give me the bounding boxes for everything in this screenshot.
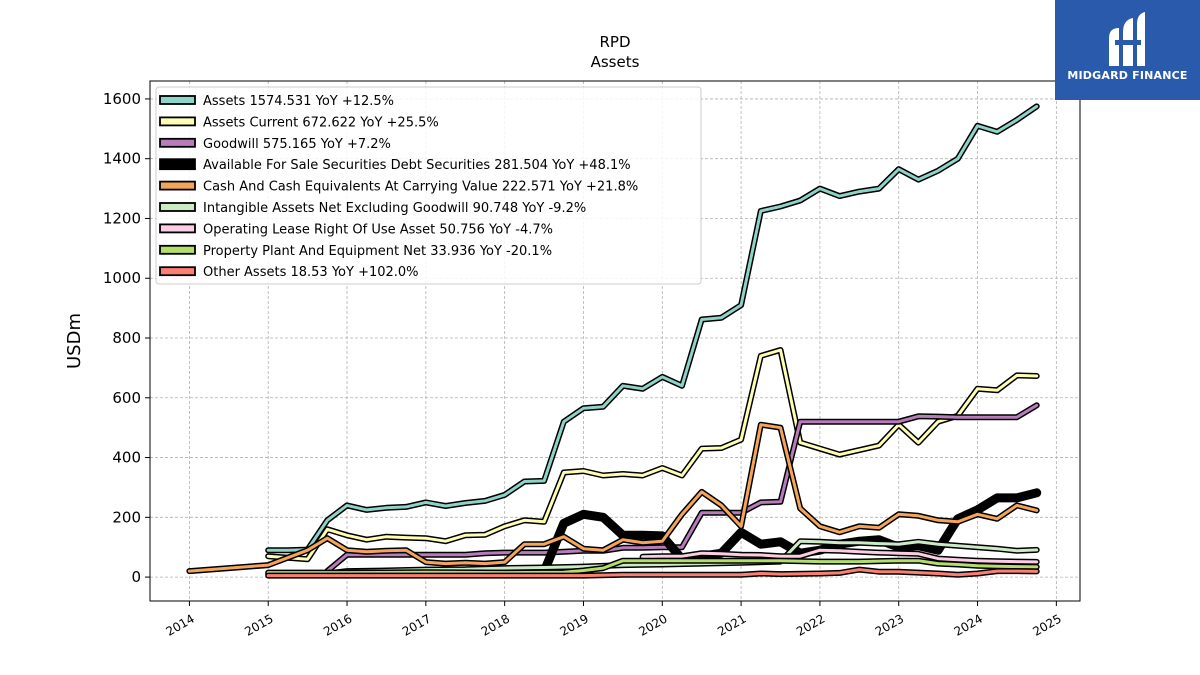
series-line-fill [641, 548, 1039, 564]
series-line-fill [266, 568, 1039, 578]
x-tick-label: 2020 [636, 611, 669, 638]
plot-frame [149, 80, 1081, 602]
legend-swatch [159, 116, 196, 127]
chart-subtitle: Assets [591, 53, 640, 71]
y-tick-label: 1000 [103, 269, 141, 287]
legend-swatch [159, 95, 196, 105]
series-line [500, 488, 1042, 577]
series-line [639, 547, 1040, 565]
legend-swatch [159, 158, 196, 171]
legend-box [155, 86, 702, 285]
series-line-fill [266, 559, 1039, 575]
legend-label: Assets 1574.531 YoY +12.5% [203, 94, 394, 109]
series-line [265, 557, 1040, 576]
series-line-fill [501, 489, 1040, 575]
legend-label: Operating Lease Right Of Use Asset 50.75… [203, 222, 553, 237]
x-tick-label: 2023 [873, 611, 906, 638]
legend-swatch [159, 223, 196, 234]
x-tick-label: 2021 [715, 611, 748, 638]
legend-label: Cash And Cash Equivalents At Carrying Va… [203, 180, 638, 195]
legend-label: Other Assets 18.53 YoY +102.0% [203, 265, 419, 280]
series-line [186, 421, 1040, 575]
x-tick-label: 2018 [479, 611, 512, 638]
series-line [265, 103, 1040, 554]
brand-name: MIDGARD FINANCE [1067, 69, 1188, 82]
legend-swatch [159, 137, 196, 148]
brand-logo: MIDGARD FINANCE [1055, 0, 1200, 100]
x-tick-label: 2014 [163, 611, 196, 638]
brand-mark-icon [1109, 12, 1145, 66]
series-line-fill [266, 348, 1039, 561]
legend: Assets 1574.531 YoY +12.5% Assets Current… [155, 86, 702, 285]
series-line-fill [187, 423, 1039, 573]
series-line [265, 347, 1040, 563]
y-tick-label: 600 [112, 389, 141, 407]
chart-title: RPD [599, 33, 630, 51]
legend-swatch [159, 244, 196, 255]
legend-swatch [159, 202, 196, 212]
legend-label: Property Plant And Equipment Net 33.936 … [203, 244, 552, 259]
y-axis: 0 200 400 600 800 1000 1200 1400 1600 [103, 90, 150, 586]
legend-label: Intangible Assets Net Excluding Goodwill… [203, 201, 586, 216]
legend-label: Assets Current 672.622 YoY +25.5% [203, 115, 439, 130]
x-tick-label: 2025 [1030, 611, 1063, 638]
y-axis-label: USDm [64, 313, 85, 369]
y-tick-label: 400 [112, 449, 141, 467]
y-tick-label: 200 [112, 508, 141, 526]
legend-label: Available For Sale Securities Debt Secur… [203, 158, 631, 173]
series-line-fill [266, 104, 1039, 552]
series-line [324, 402, 1040, 575]
x-tick-label: 2024 [952, 611, 985, 638]
series-line [265, 566, 1040, 579]
x-tick-label: 2017 [400, 611, 433, 638]
y-tick-label: 0 [131, 568, 141, 586]
series-lines [186, 103, 1042, 579]
x-tick-label: 2022 [794, 611, 827, 638]
x-tick-label: 2016 [321, 611, 354, 638]
x-tick-label: 2019 [558, 611, 591, 638]
x-axis: 2014 2015 2016 2017 2018 2019 2020 2021 2022 2023… [163, 601, 1064, 639]
legend-swatch [159, 266, 196, 277]
y-tick-label: 800 [112, 329, 141, 347]
y-tick-label: 1200 [103, 209, 141, 227]
series-line-fill [325, 403, 1039, 573]
legend-label: Goodwill 575.165 YoY +7.2% [203, 137, 391, 152]
legend-swatch [159, 180, 196, 191]
y-tick-label: 1600 [103, 90, 141, 108]
x-tick-label: 2015 [242, 611, 275, 638]
y-tick-label: 1400 [103, 150, 141, 168]
